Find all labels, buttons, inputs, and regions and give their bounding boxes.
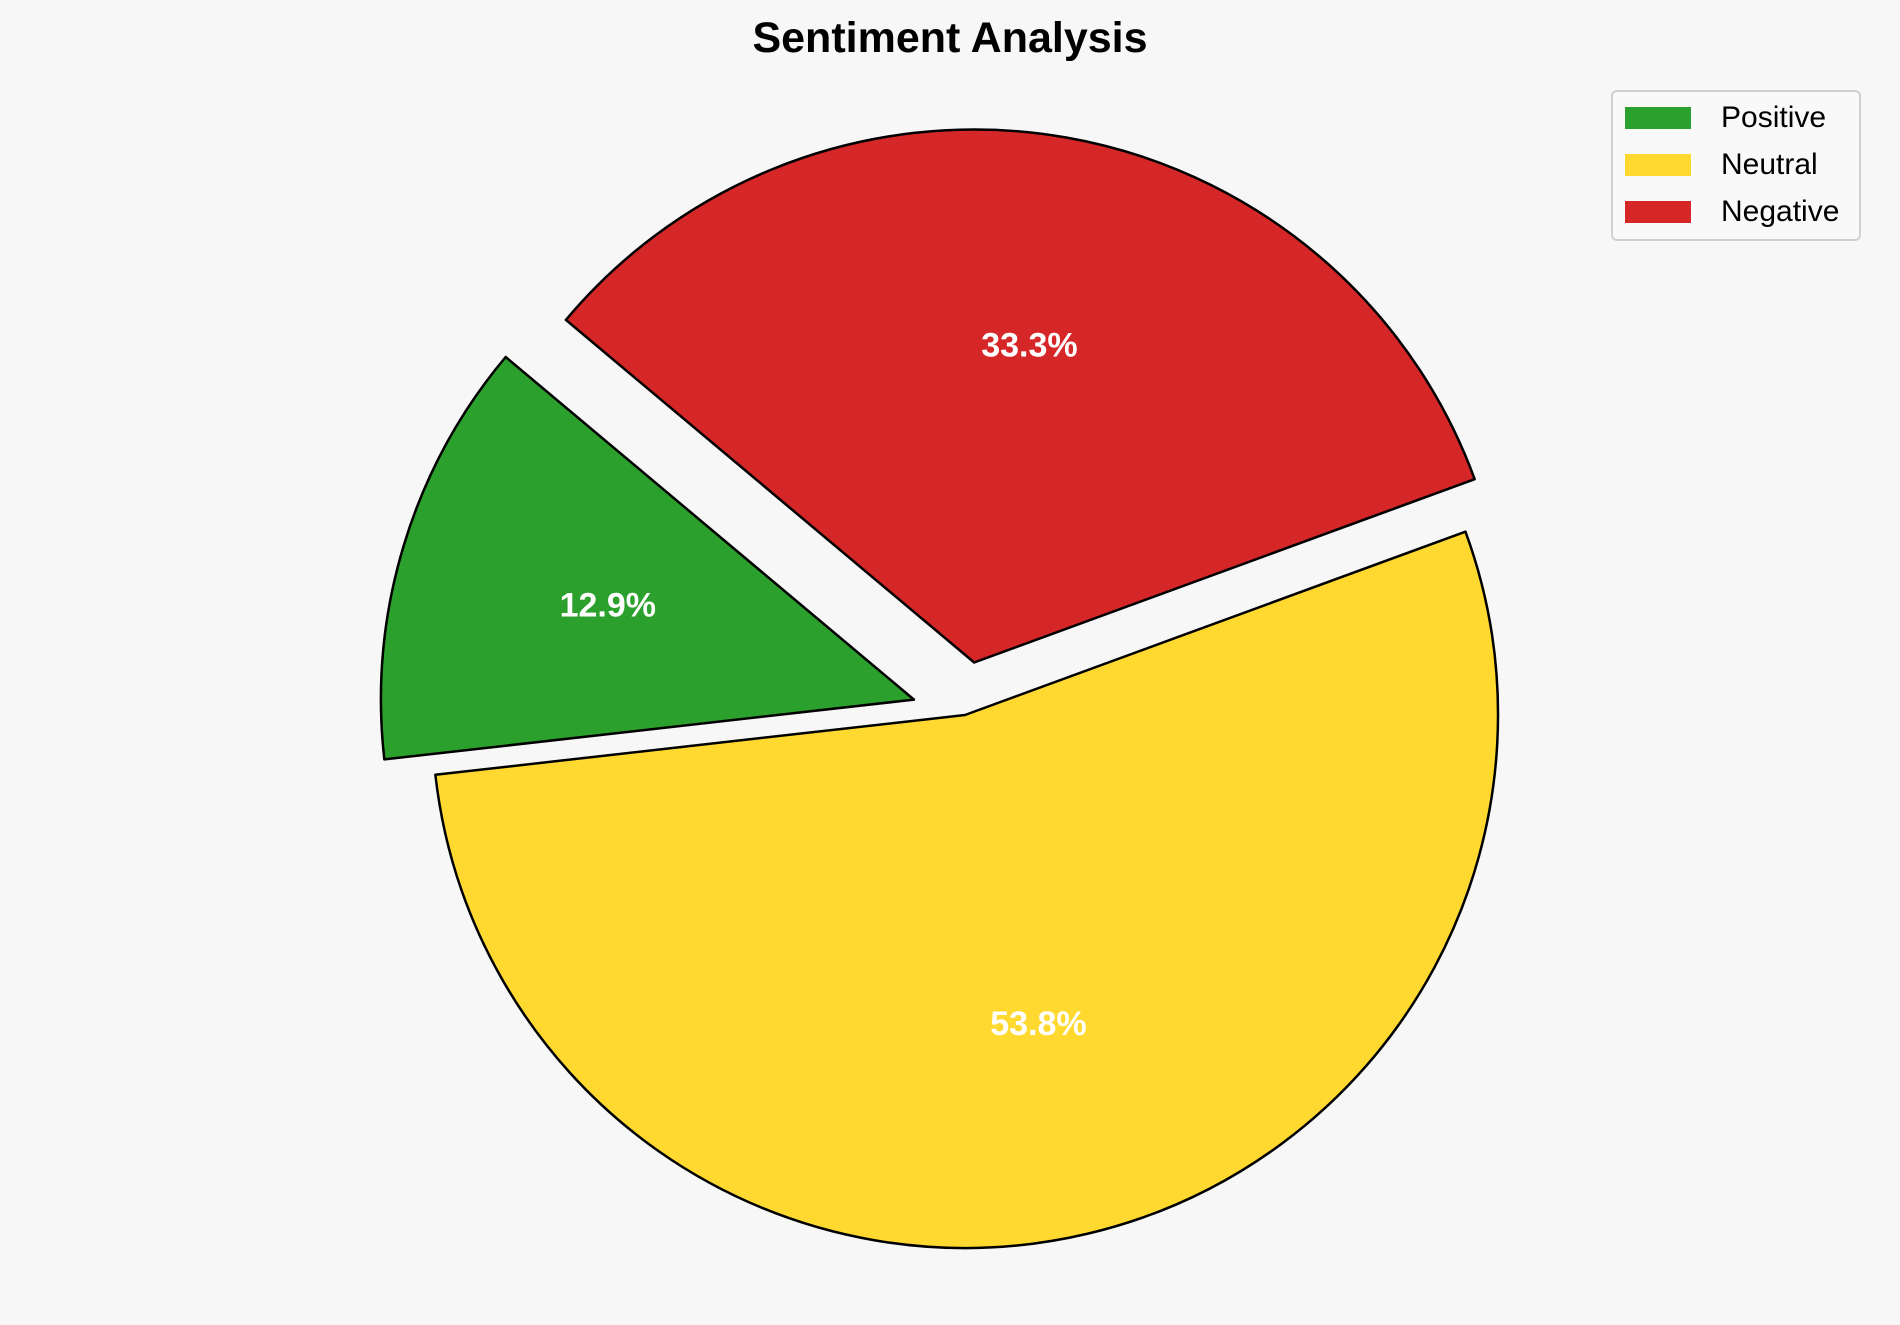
- legend-label-neutral: Neutral: [1721, 148, 1818, 181]
- pie-slice-negative: [564, 128, 1476, 664]
- legend-item-neutral: Neutral: [1625, 145, 1818, 185]
- pie-slice-neutral: [434, 530, 1500, 1250]
- legend-label-negative: Negative: [1721, 195, 1840, 228]
- pie-label-negative: 33.3%: [981, 326, 1077, 364]
- pie-slice-positive: [379, 355, 916, 761]
- legend-swatch-neutral: [1625, 154, 1691, 176]
- legend-item-positive: Positive: [1625, 98, 1826, 138]
- pie-label-positive: 12.9%: [560, 586, 656, 624]
- pie-label-neutral: 53.8%: [990, 1005, 1086, 1043]
- legend-swatch-positive: [1625, 107, 1691, 129]
- chart-title: Sentiment Analysis: [752, 14, 1148, 62]
- legend-label-positive: Positive: [1721, 101, 1827, 134]
- legend-swatch-negative: [1625, 201, 1691, 223]
- legend: Positive Neutral Negative: [1611, 90, 1861, 241]
- legend-item-negative: Negative: [1625, 192, 1839, 232]
